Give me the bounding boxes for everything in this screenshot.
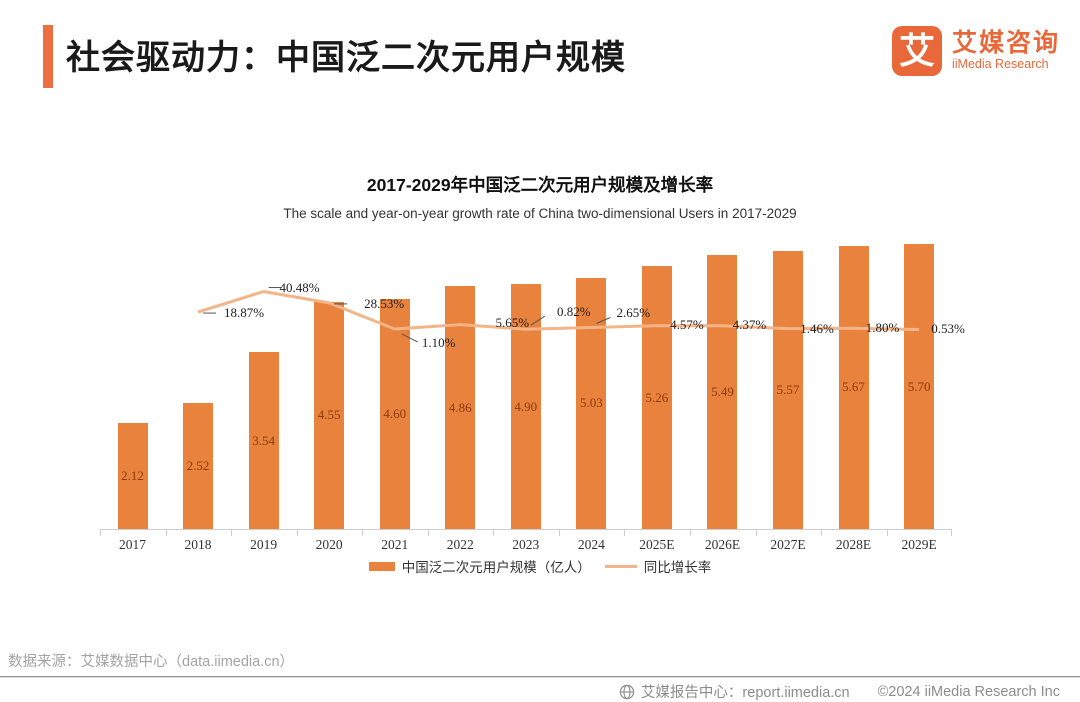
bar bbox=[576, 277, 607, 529]
chart-title: 2017-2029年中国泛二次元用户规模及增长率 bbox=[366, 175, 714, 195]
growth-pct-label: 4.37% bbox=[732, 316, 767, 332]
bar bbox=[117, 423, 148, 529]
bar bbox=[641, 266, 672, 529]
growth-pct-label: 1.46% bbox=[800, 320, 834, 336]
growth-pct-label: 40.48% bbox=[279, 279, 320, 295]
x-axis-tick bbox=[231, 530, 233, 536]
iimedia-logo: 艾 艾媒咨询 iiMedia Research bbox=[891, 26, 1060, 76]
x-axis-tick bbox=[755, 530, 757, 536]
bar-value-label: 4.86 bbox=[448, 399, 472, 415]
x-axis-tick bbox=[362, 530, 364, 536]
growth-pct-label: 1.10% bbox=[421, 334, 456, 350]
legend-line-label: 同比增长率 bbox=[643, 560, 712, 575]
data-source-note: 数据来源：艾媒数据中心（data.iimedia.cn） bbox=[8, 654, 295, 670]
x-axis-tick bbox=[821, 530, 823, 536]
x-axis-tick bbox=[100, 530, 101, 536]
footer-divider bbox=[0, 676, 1080, 677]
x-axis-tick bbox=[886, 530, 888, 536]
growth-pct-label: 28.53% bbox=[364, 295, 405, 311]
growth-line bbox=[197, 290, 920, 331]
x-axis-label: 2027E bbox=[770, 537, 806, 552]
legend-line-swatch-icon bbox=[604, 564, 637, 568]
bar-value-label: 3.54 bbox=[252, 432, 275, 448]
x-axis-tick bbox=[493, 530, 495, 536]
growth-line-layer bbox=[197, 287, 920, 343]
page-title: 社会驱动力：中国泛二次元用户规模 bbox=[66, 39, 626, 77]
x-axis-label: 2029E bbox=[901, 537, 937, 552]
bar-value-label: 2.12 bbox=[121, 468, 144, 483]
globe-icon bbox=[619, 684, 635, 699]
x-axis-label: 2023 bbox=[512, 537, 540, 552]
legend-item-line: 同比增长率 bbox=[604, 556, 712, 576]
copyright: ©2024 iiMedia Research Inc bbox=[877, 683, 1060, 700]
bar bbox=[510, 284, 541, 529]
iimedia-logo-icon: 艾 bbox=[891, 26, 942, 76]
report-center: 艾媒报告中心：report.iimedia.cn bbox=[619, 681, 850, 702]
bar bbox=[773, 250, 803, 529]
x-axis-label: 2020 bbox=[315, 537, 343, 552]
growth-pct-label: 0.53% bbox=[931, 321, 965, 337]
x-axis-label: 2018 bbox=[184, 537, 212, 552]
bar-value-label: 4.55 bbox=[317, 407, 341, 423]
bar bbox=[183, 403, 214, 529]
logo-text: 艾媒咨询 iiMedia Research bbox=[952, 30, 1060, 71]
legend-bar-swatch-icon bbox=[368, 561, 395, 571]
growth-pct-label: 0.82% bbox=[557, 304, 591, 320]
bar-value-label: 4.60 bbox=[383, 406, 407, 421]
legend-bar-label: 中国泛二次元用户规模（亿人） bbox=[401, 560, 591, 575]
bar-value-label: 5.03 bbox=[579, 395, 603, 411]
logo-name-cn: 艾媒咨询 bbox=[951, 29, 1060, 58]
x-axis-label: 2025E bbox=[639, 537, 675, 552]
x-axis-label: 2021 bbox=[381, 537, 409, 552]
x-axis-label: 2026E bbox=[704, 537, 741, 552]
chart-subtitle: The scale and year-on-year growth rate o… bbox=[283, 206, 797, 221]
bar bbox=[904, 244, 935, 529]
bar-value-label: 5.57 bbox=[776, 381, 800, 397]
bar-value-label: 5.67 bbox=[842, 379, 865, 395]
chart-legend: 中国泛二次元用户规模（亿人） 同比增长率 bbox=[0, 556, 1080, 576]
x-axis-label: 2022 bbox=[446, 537, 474, 552]
header: 社会驱动力：中国泛二次元用户规模 艾 艾媒咨询 iiMedia Research bbox=[0, 0, 1080, 110]
bar-value-label: 5.49 bbox=[711, 383, 734, 399]
x-axis-tick bbox=[558, 530, 560, 536]
x-axis-tick bbox=[624, 530, 626, 536]
bar-value-label: 5.70 bbox=[907, 378, 931, 394]
label-connector bbox=[596, 317, 611, 324]
bar bbox=[379, 299, 410, 529]
x-axis-tick bbox=[689, 530, 691, 536]
label-connector bbox=[401, 333, 418, 343]
logo-name-en: iiMedia Research bbox=[951, 56, 1049, 71]
bar-value-label: 2.52 bbox=[186, 458, 210, 473]
title-accent-bar bbox=[43, 25, 53, 88]
x-axis-tick bbox=[951, 530, 952, 536]
growth-pct-label: 4.57% bbox=[670, 316, 704, 332]
x-axis-tick bbox=[165, 530, 167, 536]
bar bbox=[707, 254, 738, 529]
x-axis-label: 2028E bbox=[835, 537, 872, 552]
report-center-url: 艾媒报告中心：report.iimedia.cn bbox=[640, 685, 850, 701]
x-axis-label: 2017 bbox=[119, 537, 146, 552]
bar-value-label: 4.90 bbox=[514, 398, 538, 414]
plot-area: 2.12 2017 2.52 2018 3.54 2019 4.55 2020 4.60 2021… bbox=[100, 212, 965, 552]
growth-pct-label: 2.65% bbox=[616, 305, 651, 321]
x-axis-label: 2019 bbox=[250, 537, 278, 552]
growth-pct-label: 5.65% bbox=[495, 314, 530, 330]
bottom-bar: 艾媒报告中心：report.iimedia.cn ©2024 iiMedia R… bbox=[0, 681, 1060, 702]
x-axis-tick bbox=[427, 530, 429, 536]
legend-item-bars: 中国泛二次元用户规模（亿人） bbox=[368, 556, 591, 576]
bar-value-label: 5.26 bbox=[645, 389, 669, 405]
label-connector bbox=[530, 315, 546, 326]
growth-pct-label: 1.80% bbox=[865, 320, 900, 336]
x-axis-tick bbox=[296, 530, 298, 536]
growth-pct-label: 18.87% bbox=[224, 305, 265, 321]
bar bbox=[838, 245, 869, 529]
x-axis-label: 2024 bbox=[577, 537, 605, 552]
bar bbox=[248, 352, 279, 529]
bar bbox=[314, 301, 345, 529]
x-axis bbox=[100, 529, 952, 530]
